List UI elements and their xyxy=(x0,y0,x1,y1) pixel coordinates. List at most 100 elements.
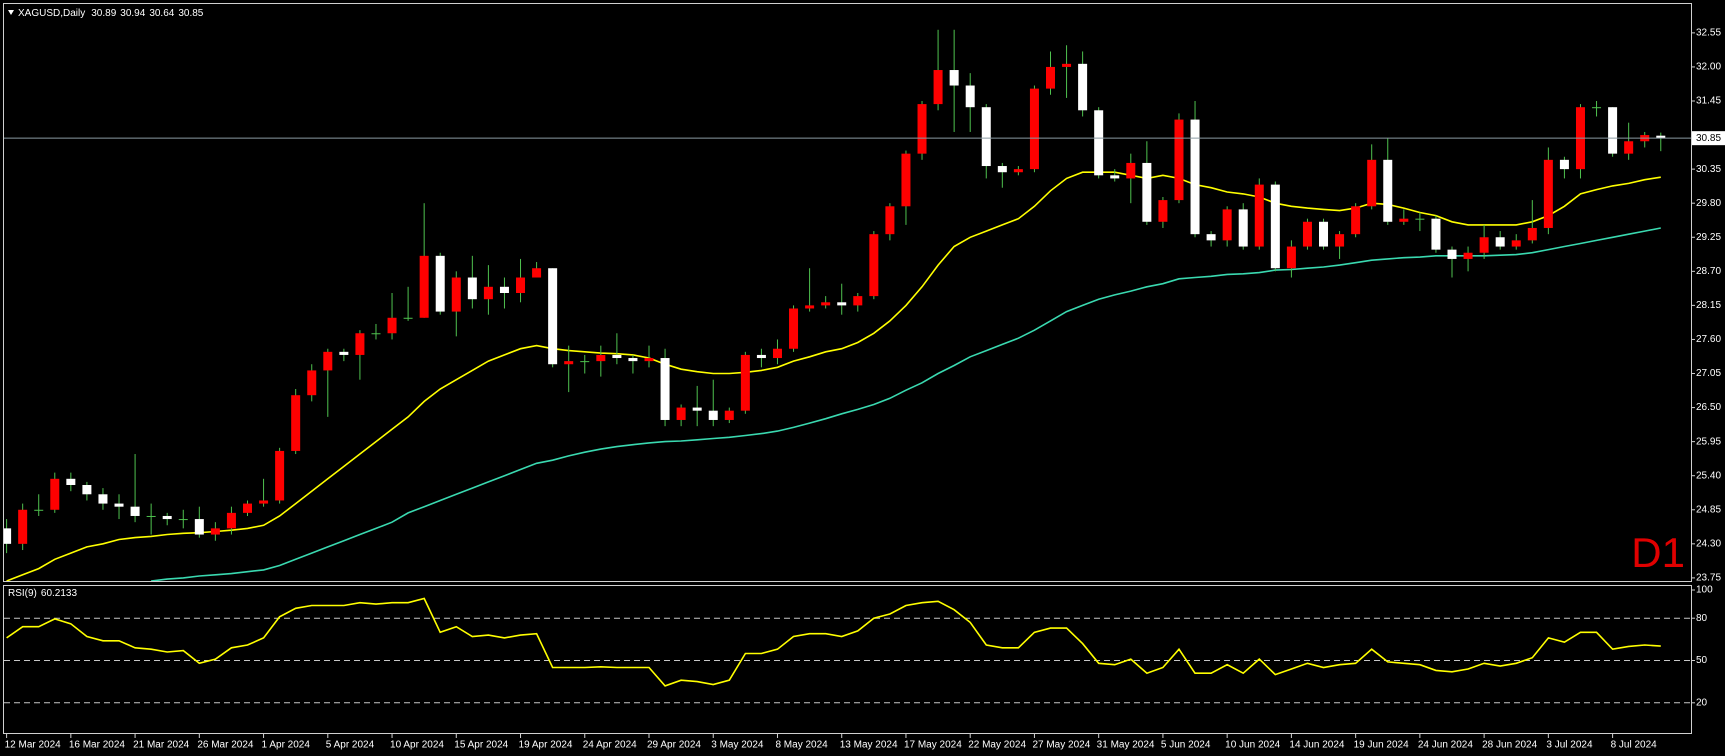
candle-body xyxy=(628,358,638,362)
x-tick-label: 26 Mar 2024 xyxy=(197,740,254,751)
candle-body xyxy=(355,333,365,355)
candle-body xyxy=(997,166,1007,173)
candle-body xyxy=(965,85,975,108)
rsi-plot xyxy=(4,597,1691,704)
candle-body xyxy=(82,485,92,495)
menu-arrow[interactable] xyxy=(8,10,14,15)
y-tick-label: 32.00 xyxy=(1696,62,1721,73)
candle-body xyxy=(740,354,750,411)
candle-body xyxy=(130,506,140,516)
candle-body xyxy=(1351,206,1361,235)
y-tick-label: 80 xyxy=(1696,613,1708,624)
candle-body xyxy=(339,351,349,355)
candle-body xyxy=(18,509,28,544)
rsi-panel-border xyxy=(3,585,1692,734)
candle-body xyxy=(1415,218,1425,220)
candle-body xyxy=(323,351,333,371)
candle-body xyxy=(1319,221,1329,247)
candle-body xyxy=(1431,218,1441,250)
current-price-box xyxy=(1692,131,1725,146)
candle-body xyxy=(1174,119,1184,201)
y-tick-label: 25.40 xyxy=(1696,470,1721,481)
candle-body xyxy=(532,268,542,278)
candle-body xyxy=(451,277,461,312)
x-tick-label: 24 Apr 2024 xyxy=(583,740,637,751)
y-tick-label: 50 xyxy=(1696,655,1708,666)
x-tick-label: 14 Jun 2024 xyxy=(1289,740,1344,751)
candle-body xyxy=(676,407,686,420)
candle-body xyxy=(1142,162,1152,222)
x-tick-label: 16 Mar 2024 xyxy=(69,740,126,751)
candle-body xyxy=(1543,159,1553,228)
x-tick-label: 24 Jun 2024 xyxy=(1418,740,1473,751)
candle-body xyxy=(933,70,943,105)
x-tick-label: 10 Jun 2024 xyxy=(1225,740,1280,751)
candle-body xyxy=(291,395,301,451)
candle-body xyxy=(467,277,477,300)
candle-body xyxy=(435,255,445,312)
candle-body xyxy=(1190,119,1200,235)
x-tick-label: 1 Apr 2024 xyxy=(262,740,311,751)
candle-body xyxy=(419,255,429,318)
candle-body xyxy=(1479,237,1489,253)
x-tick-label: 27 May 2024 xyxy=(1032,740,1090,751)
candle-body xyxy=(146,515,156,517)
y-tick-label: 24.30 xyxy=(1696,538,1721,549)
indicator-line xyxy=(6,597,1661,687)
candle-body xyxy=(885,206,895,235)
chart-header: XAGUSD,Daily 30.89 30.94 30.64 30.85 xyxy=(18,8,204,19)
candle-body xyxy=(1206,234,1216,241)
candle-body xyxy=(178,519,188,521)
candle-body xyxy=(724,410,734,420)
y-tick-label: 30.35 xyxy=(1696,164,1721,175)
candle-body xyxy=(1335,234,1345,247)
candle-body xyxy=(1399,218,1409,222)
candle-body xyxy=(805,305,815,309)
x-tick-label: 5 Apr 2024 xyxy=(326,740,375,751)
x-tick-label: 13 May 2024 xyxy=(840,740,898,751)
y-tick-label: 27.05 xyxy=(1696,368,1721,379)
x-tick-label: 31 May 2024 xyxy=(1097,740,1155,751)
candle-body xyxy=(1222,209,1232,241)
x-tick-label: 19 Jun 2024 xyxy=(1354,740,1409,751)
candle-body xyxy=(403,317,413,319)
candle-body xyxy=(194,519,204,535)
rsi-header: RSI(9) 60.2133 xyxy=(8,588,77,599)
candle-body xyxy=(1094,110,1104,176)
candle-body xyxy=(1110,175,1120,179)
x-tick-label: 3 Jul 2024 xyxy=(1546,740,1593,751)
y-tick-label: 20 xyxy=(1696,697,1708,708)
candle-body xyxy=(901,153,911,207)
y-tick-label: 27.60 xyxy=(1696,334,1721,345)
x-tick-label: 3 May 2024 xyxy=(711,740,764,751)
rsi-last-value: 60.2133 xyxy=(41,588,78,599)
x-tick-label: 28 Jun 2024 xyxy=(1482,740,1537,751)
price-plot xyxy=(4,29,1691,581)
candle-body xyxy=(307,370,317,396)
candle-body xyxy=(981,107,991,167)
candle-body xyxy=(499,286,509,293)
candle-body xyxy=(1495,237,1505,247)
candle-body xyxy=(275,450,285,501)
candle-body xyxy=(98,494,108,504)
candle-body xyxy=(1029,88,1039,170)
y-tick-label: 23.75 xyxy=(1696,573,1721,584)
candle-body xyxy=(483,286,493,300)
x-tick-label: 19 Apr 2024 xyxy=(519,740,573,751)
y-tick-label: 28.70 xyxy=(1696,266,1721,277)
axes: 23.75 24.30 24.85 25.40 25.95 26.50 27.05 27.60… xyxy=(5,28,1725,751)
y-tick-label: 24.85 xyxy=(1696,504,1721,515)
candle-body xyxy=(1302,221,1312,247)
candle-body xyxy=(644,358,654,362)
candle-body xyxy=(1383,159,1393,222)
candle-body xyxy=(692,407,702,411)
candle-body xyxy=(853,296,863,306)
candle-body xyxy=(772,348,782,359)
x-tick-label: 15 Apr 2024 xyxy=(454,740,508,751)
candle-body xyxy=(756,354,766,359)
candle-body xyxy=(1559,159,1569,170)
candle-body xyxy=(114,503,124,507)
y-tick-label: 31.45 xyxy=(1696,96,1721,107)
candle-body xyxy=(66,478,76,485)
